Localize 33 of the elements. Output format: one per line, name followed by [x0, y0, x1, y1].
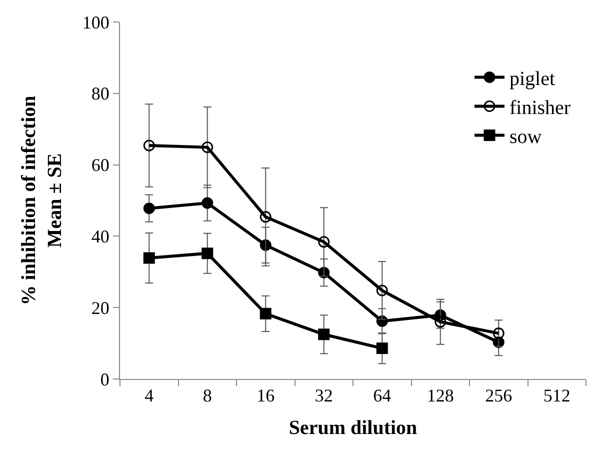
x-tick-label: 16 [256, 386, 275, 406]
y-tick-label: 100 [82, 12, 110, 32]
point [143, 252, 155, 264]
y-tick-label: 40 [91, 226, 110, 246]
x-tick-label: 512 [543, 386, 570, 406]
x-tick-label: 8 [202, 386, 212, 406]
point [202, 197, 214, 209]
point [260, 308, 272, 320]
legend-label: piglet [510, 68, 556, 90]
x-tick-label: 256 [485, 386, 512, 406]
y-tick-label: 80 [91, 84, 110, 104]
point [143, 140, 155, 152]
point [492, 328, 504, 340]
point [376, 284, 388, 296]
point [318, 328, 330, 340]
point [376, 342, 388, 354]
y-axis-title: % inhibition of infection Mean ± SE [18, 96, 66, 306]
point [260, 211, 272, 223]
legend-label: sow [510, 126, 542, 148]
x-tick-label: 4 [144, 386, 154, 406]
x-tick-label: 32 [314, 386, 333, 406]
x-tick-label: 64 [373, 386, 392, 406]
point [434, 316, 446, 328]
point [202, 142, 214, 154]
point [202, 248, 214, 260]
legend-label: finisher [510, 97, 571, 119]
y-tick-label: 60 [91, 155, 110, 176]
x-tick-label: 128 [426, 386, 454, 406]
y-tick-label: 0 [100, 369, 110, 390]
point [318, 236, 330, 248]
point [143, 202, 155, 214]
y-tick-label: 20 [91, 298, 110, 318]
x-axis-title: Serum dilution [288, 417, 418, 440]
